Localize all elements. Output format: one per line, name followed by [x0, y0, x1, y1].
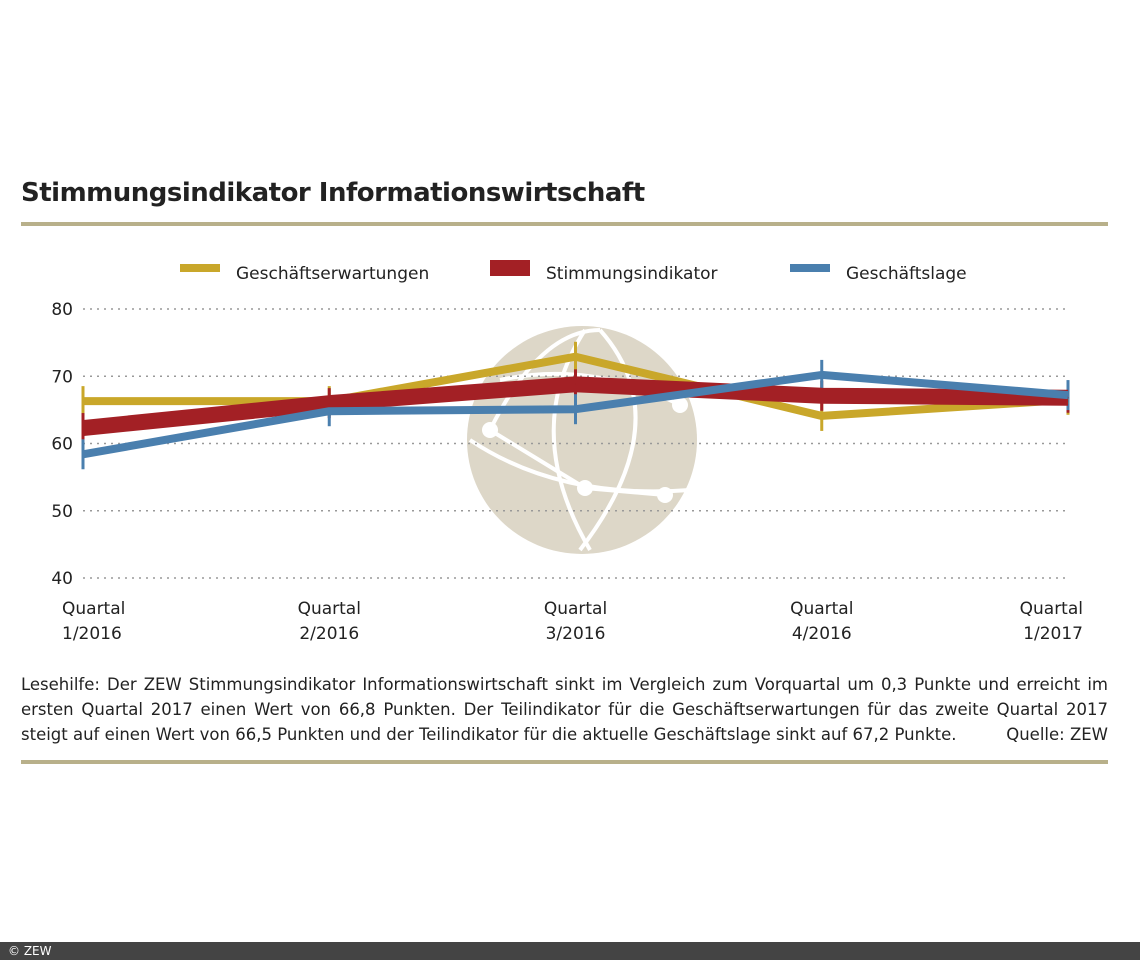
x-tick-label: 4/2016: [792, 624, 852, 644]
x-tick-label: Quartal: [62, 599, 125, 619]
y-tick-label: 60: [51, 435, 73, 455]
x-tick-label: Quartal: [790, 599, 853, 619]
chart: 40 50 60 70 80 Quartal 1/2016 Quartal 2/2016 Quar…: [51, 260, 1083, 644]
data-point: [821, 395, 823, 397]
x-tick-label: Quartal: [544, 599, 607, 619]
data-point: [575, 408, 576, 410]
data-point: [821, 374, 823, 376]
data-point: [82, 453, 84, 455]
y-tick-label: 40: [51, 569, 73, 589]
data-point: [1067, 394, 1069, 396]
legend-swatch: [790, 264, 830, 272]
bottom-rule: [21, 760, 1108, 764]
chart-title: Stimmungsindikator Informationswirtschaf…: [21, 178, 645, 208]
legend-swatch: [180, 264, 220, 272]
data-point: [575, 356, 576, 358]
data-point: [575, 383, 576, 385]
x-tick-label: Quartal: [298, 599, 361, 619]
data-point: [328, 402, 330, 404]
x-tick-label: 2/2016: [299, 624, 359, 644]
x-tick-label: 1/2017: [1023, 624, 1083, 644]
copyright-footer: © ZEW: [0, 942, 1140, 960]
legend-label: Geschäftslage: [846, 264, 967, 284]
data-point: [82, 400, 84, 402]
legend-label: Stimmungsindikator: [546, 264, 718, 284]
source: Quelle: ZEW: [1006, 725, 1108, 744]
x-tick-label: Quartal: [1020, 599, 1083, 619]
legend-swatch: [490, 260, 530, 276]
data-point: [821, 415, 823, 417]
legend-label: Geschäftserwartungen: [236, 264, 429, 284]
top-rule: [21, 222, 1108, 226]
note-text: Lesehilfe: Der ZEW Stimmungsindikator In…: [21, 675, 1108, 744]
y-tick-label: 50: [51, 502, 73, 522]
y-tick-label: 80: [51, 300, 73, 320]
data-point: [82, 427, 84, 429]
data-point: [328, 410, 330, 412]
x-tick-label: 3/2016: [546, 624, 606, 644]
y-tick-label: 70: [51, 367, 73, 387]
x-tick-label: 1/2016: [62, 624, 122, 644]
reading-note: Lesehilfe: Der ZEW Stimmungsindikator In…: [21, 672, 1108, 747]
